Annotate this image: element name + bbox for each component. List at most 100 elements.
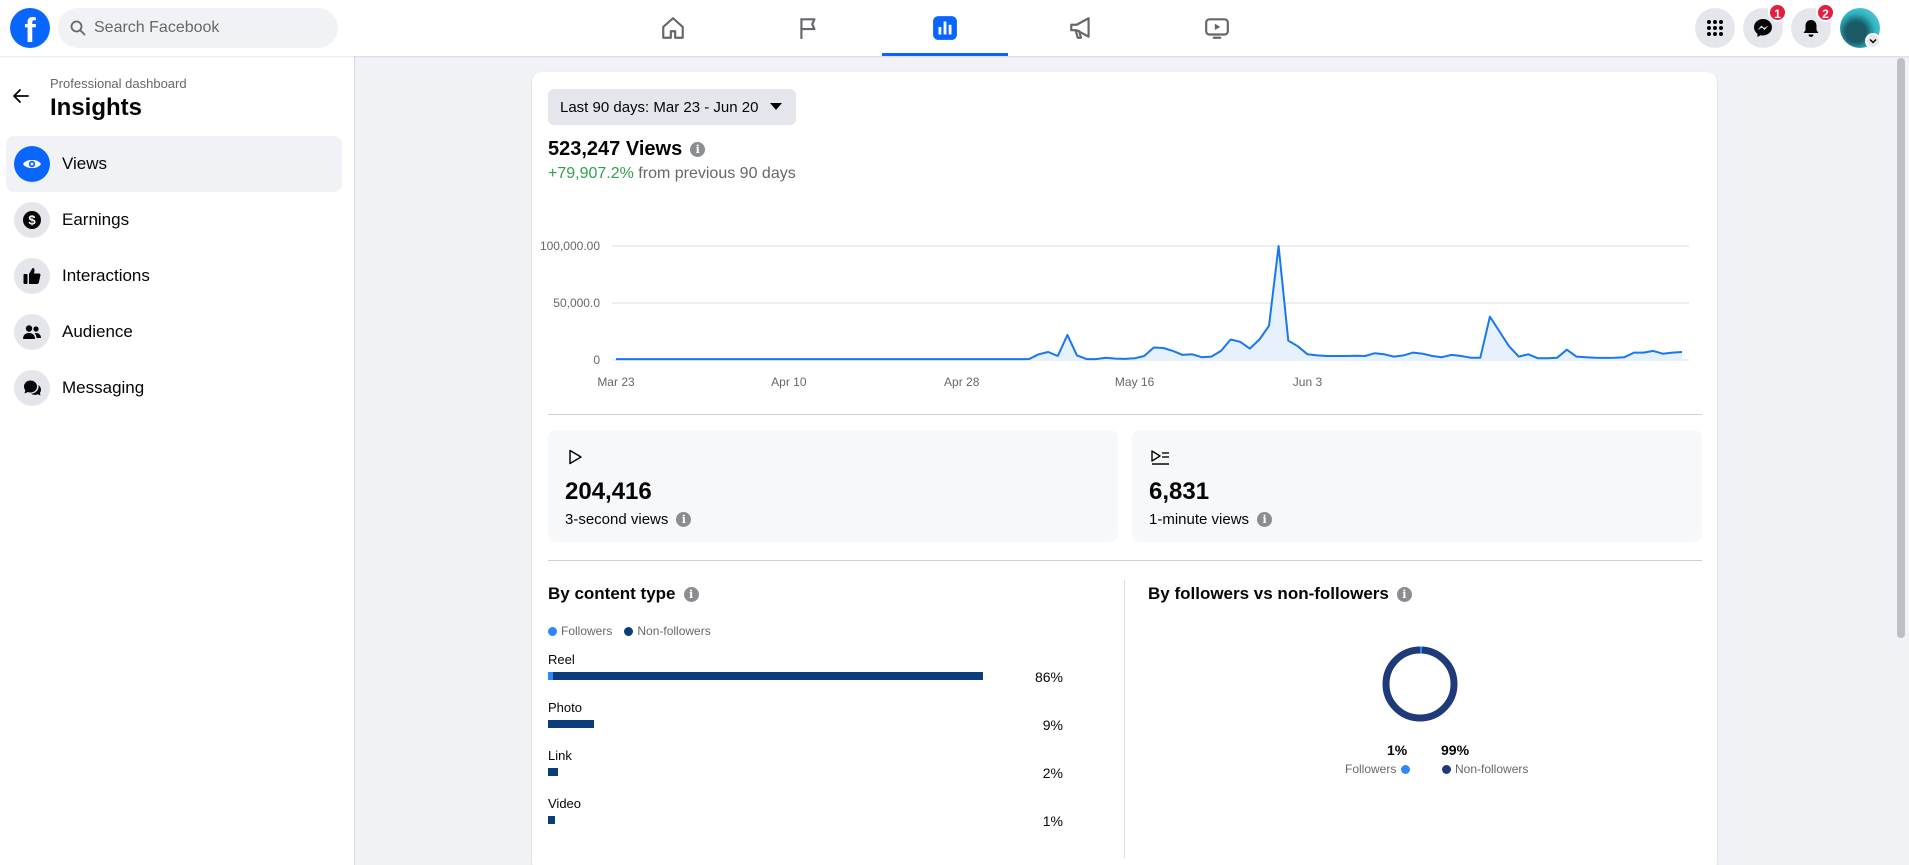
stat-label: 1-minute views i <box>1149 511 1273 528</box>
stat-label-text: 3-second views <box>565 511 669 528</box>
content-type-label: Video <box>548 796 582 811</box>
stat-card-1m-views: 6,831 1-minute views i <box>1132 430 1702 542</box>
tab-home[interactable] <box>610 0 736 56</box>
info-icon[interactable]: i <box>690 142 706 157</box>
content-type-bar <box>548 768 558 776</box>
sidebar-item-messaging[interactable]: Messaging <box>6 360 342 416</box>
account-menu-button[interactable] <box>1865 33 1881 49</box>
search-input[interactable] <box>94 19 314 37</box>
content-type-label: Photo <box>548 700 582 715</box>
non-followers-legend: Non-followers <box>1442 762 1528 776</box>
content-type-pct: 86% <box>1034 669 1063 685</box>
y-tick-label: 100,000.00 <box>540 239 600 253</box>
scrollbar-thumb[interactable] <box>1897 58 1905 638</box>
sidebar-item-audience[interactable]: Audience <box>6 304 342 360</box>
bar-chart-icon <box>933 16 957 40</box>
svg-text:$: $ <box>28 213 36 228</box>
tab-ads[interactable] <box>1018 0 1144 56</box>
y-tick-label: 0 <box>593 353 600 367</box>
caret-down-icon <box>770 103 783 110</box>
stat-label-text: 1-minute views <box>1149 511 1250 528</box>
content-type-title: By content type i <box>548 584 699 604</box>
followers-segment <box>548 672 553 680</box>
facebook-logo[interactable]: f <box>10 8 50 48</box>
messenger-icon <box>1754 19 1772 37</box>
content-type-label: Reel <box>548 652 575 667</box>
sidebar-title: Insights <box>50 94 143 121</box>
followers-split-title: By followers vs non-followers i <box>1148 584 1412 604</box>
followers-split-title-text: By followers vs non-followers <box>1148 584 1389 603</box>
messenger-button[interactable]: 1 <box>1743 3 1787 48</box>
followers-label: Followers <box>1345 762 1397 776</box>
home-icon <box>662 17 684 39</box>
notifications-badge: 2 <box>1816 3 1835 22</box>
x-tick-label: Mar 23 <box>597 375 635 389</box>
play-list-icon <box>1151 450 1169 465</box>
dollar-icon-wrap: $ <box>14 202 50 238</box>
donut-non-followers-arc <box>1382 646 1458 722</box>
page-scrollbar[interactable] <box>1893 56 1909 865</box>
non-followers-dot <box>1442 764 1451 774</box>
thumbs-up-icon-wrap <box>14 258 50 294</box>
people-icon-wrap <box>14 314 50 350</box>
thumbs-up-icon <box>23 268 41 284</box>
info-icon[interactable]: i <box>1396 586 1412 602</box>
date-range-label: Last 90 days: Mar 23 - Jun 20 <box>560 98 759 116</box>
people-icon <box>23 325 41 339</box>
flag-icon <box>800 18 816 39</box>
tab-insights[interactable] <box>882 0 1008 56</box>
insights-card: Last 90 days: Mar 23 - Jun 20 523,247 Vi… <box>532 72 1717 865</box>
tab-watch[interactable] <box>1154 0 1280 56</box>
x-tick-label: Apr 28 <box>944 375 980 389</box>
non-followers-pct: 99% <box>1441 742 1470 758</box>
stat-value: 6,831 <box>1149 478 1210 505</box>
sidebar-item-views[interactable]: Views <box>6 136 342 192</box>
messenger-badge: 1 <box>1768 3 1787 22</box>
y-tick-label: 50,000.0 <box>553 296 600 310</box>
date-range-dropdown[interactable]: Last 90 days: Mar 23 - Jun 20 <box>548 89 797 125</box>
content-type-pct: 2% <box>1042 765 1063 781</box>
section-divider <box>548 414 1702 415</box>
video-icon <box>1205 18 1229 39</box>
content-type-title-text: By content type <box>548 584 676 603</box>
stat-label: 3-second views i <box>565 511 692 528</box>
stat-card-3s-views: 204,416 3-second views i <box>548 430 1118 542</box>
content-type-bar <box>548 672 983 680</box>
info-icon[interactable]: i <box>683 586 699 602</box>
followers-dot <box>548 626 557 636</box>
legend-followers: Followers <box>561 624 613 638</box>
eye-icon-wrap <box>14 146 50 182</box>
growth-text: from previous 90 days <box>633 165 796 182</box>
views-line <box>616 245 1683 361</box>
info-icon[interactable]: i <box>1257 512 1273 527</box>
search-box[interactable] <box>58 8 338 48</box>
followers-legend: Followers <box>1345 762 1414 776</box>
tab-pages[interactable] <box>746 0 872 56</box>
content-type-legend: Followers Non-followers <box>548 624 711 638</box>
sidebar-item-label: Audience <box>62 322 133 341</box>
followers-dot <box>1401 764 1411 774</box>
column-divider <box>1124 580 1125 858</box>
content-type-bar <box>548 816 555 824</box>
menu-button[interactable] <box>1695 8 1735 48</box>
top-navigation-bar: f 1 2 <box>0 0 1909 56</box>
sidebar-item-label: Views <box>62 154 108 173</box>
followers-pct: 1% <box>1387 742 1408 758</box>
sidebar-item-label: Interactions <box>62 266 150 285</box>
chevron-down-icon <box>1869 38 1877 44</box>
views-growth: +79,907.2% from previous 90 days <box>548 165 796 183</box>
back-arrow-icon[interactable] <box>10 85 32 107</box>
sidebar-item-label: Earnings <box>62 210 130 229</box>
content-type-pct: 1% <box>1042 813 1063 829</box>
sidebar-item-earnings[interactable]: $ Earnings <box>6 192 342 248</box>
total-views-value: 523,247 Views <box>548 138 683 160</box>
legend-non-followers: Non-followers <box>637 624 711 638</box>
views-line-chart: 100,000.00 50,000.0 0 Mar 23 Apr 10 Apr 28 May… <box>540 239 1689 389</box>
content-type-pct: 9% <box>1042 717 1063 733</box>
sidebar-item-interactions[interactable]: Interactions <box>6 248 342 304</box>
notifications-button[interactable]: 2 <box>1791 3 1835 48</box>
non-followers-label: Non-followers <box>1455 762 1529 776</box>
info-icon[interactable]: i <box>676 512 692 527</box>
content-type-label: Link <box>548 748 572 763</box>
search-icon <box>70 20 86 36</box>
